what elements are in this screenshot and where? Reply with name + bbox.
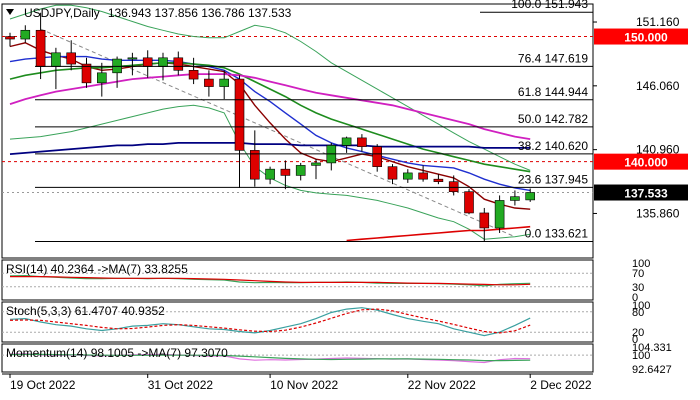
candle-body bbox=[234, 78, 245, 151]
indicator-line bbox=[9, 352, 531, 364]
candle-body bbox=[250, 150, 260, 180]
indicator-tick-label: 0 bbox=[632, 292, 638, 304]
candle-body bbox=[525, 192, 536, 201]
price-tag-label: 140.000 bbox=[624, 156, 668, 170]
indicator-panel-frame-2 bbox=[1, 343, 594, 373]
candle-body bbox=[295, 165, 306, 176]
candle-body bbox=[464, 191, 474, 214]
indicator-line bbox=[9, 307, 531, 337]
price-tag-label: 137.533 bbox=[624, 187, 668, 201]
indicator-tick-label: 70 bbox=[632, 268, 644, 280]
candle-body bbox=[173, 57, 184, 71]
candle-body bbox=[97, 72, 107, 84]
candles bbox=[5, 12, 536, 242]
candle-body bbox=[357, 137, 367, 147]
main-panel-frame bbox=[1, 3, 594, 259]
indicator-tick-label: 80 bbox=[632, 307, 644, 319]
chart-title: USDJPY,Daily 136.943 137.856 136.786 137.… bbox=[24, 6, 292, 20]
candle-body bbox=[510, 196, 520, 201]
candle-body bbox=[158, 57, 168, 67]
time-tick-label: 10 Nov 2022 bbox=[270, 378, 338, 392]
moving-average-ma_fast bbox=[9, 42, 531, 210]
moving-average-ma_magenta bbox=[9, 73, 531, 140]
indicator-line bbox=[10, 276, 531, 286]
candle-body bbox=[188, 70, 199, 80]
candle-body bbox=[5, 36, 15, 40]
main-panel bbox=[1, 3, 594, 375]
price-tag-label: 150.000 bbox=[624, 31, 668, 45]
indicator-tick-label: 30 bbox=[632, 282, 644, 294]
candle-body bbox=[66, 52, 76, 65]
candle-body bbox=[35, 29, 46, 67]
time-tick-label: 31 Oct 2022 bbox=[148, 378, 214, 392]
candle-body bbox=[387, 166, 398, 180]
indicator-label: Momentum(14) 98.1005 ->MA(7) 97.3070 bbox=[6, 346, 228, 360]
price-axis: 151.160 146.060 140.960 135.860 150.000 140.0… bbox=[593, 15, 688, 220]
indicator-tick-label: 0 bbox=[632, 334, 638, 346]
chart-title-ohlc: 136.943 137.856 136.786 137.533 bbox=[108, 6, 292, 20]
indicator-tick-label: 100 bbox=[632, 350, 650, 362]
fib-level-label: 23.6 137.945 bbox=[518, 172, 588, 186]
indicator-label: Stoch(5,3,3) 61.4707 40.9352 bbox=[6, 304, 165, 318]
candle-body bbox=[372, 146, 383, 167]
indicator-panel-frame-1 bbox=[1, 301, 594, 343]
fib-level-label: 38.2 140.620 bbox=[518, 139, 588, 153]
price-tick-label: 151.160 bbox=[636, 15, 680, 29]
moving-average-ma_blue bbox=[9, 55, 531, 192]
indicator-tick-label: 104.331 bbox=[632, 342, 672, 354]
time-tick-label: 2 Dec 2022 bbox=[530, 378, 592, 392]
candle-body bbox=[280, 168, 291, 176]
fib-level-label: 50.0 142.782 bbox=[518, 112, 588, 126]
indicator-tick-label: 20 bbox=[632, 327, 644, 339]
chart-title-symbol: USDJPY,Daily bbox=[24, 6, 100, 20]
candle-body bbox=[20, 29, 31, 40]
price-tick-label: 140.960 bbox=[636, 143, 680, 157]
moving-average-ma_red_long bbox=[346, 225, 531, 242]
candle-body bbox=[479, 212, 490, 229]
candle-body bbox=[433, 178, 444, 182]
candle-body bbox=[402, 172, 413, 180]
candle-body bbox=[219, 78, 229, 87]
indicator-tick-label: 100 bbox=[632, 300, 650, 312]
time-axis: 19 Oct 2022 31 Oct 2022 10 Nov 2022 22 Nov … bbox=[9, 374, 592, 392]
candle-body bbox=[204, 78, 214, 87]
fib-level-label: 76.4 147.619 bbox=[518, 51, 588, 65]
fib-levels: 100.0 151.943 76.4 147.619 61.8 144.944 50.… bbox=[35, 0, 593, 242]
candle-body bbox=[81, 63, 92, 84]
price-tag-bg bbox=[594, 153, 688, 170]
fib-level-label: 61.8 144.944 bbox=[518, 85, 588, 99]
collapse-triangle-icon[interactable] bbox=[6, 9, 14, 15]
indicator-tick-label: 100 bbox=[632, 258, 650, 270]
time-tick-label: 22 Nov 2022 bbox=[408, 378, 476, 392]
candle-body bbox=[311, 162, 321, 166]
fib-level-label: 100.0 151.943 bbox=[511, 0, 588, 11]
price-tag-bg bbox=[594, 184, 688, 201]
candle-body bbox=[265, 168, 275, 180]
moving-average-ma_navy bbox=[9, 141, 531, 155]
candle-body bbox=[51, 52, 61, 67]
time-tick-label: 19 Oct 2022 bbox=[10, 378, 76, 392]
fib-level-label: 0.0 133.621 bbox=[525, 226, 589, 240]
indicator-tick-label: 92.6427 bbox=[632, 364, 672, 376]
price-tick-label: 135.860 bbox=[636, 206, 680, 220]
candle-body bbox=[448, 181, 459, 192]
indicator-line bbox=[9, 353, 531, 362]
candle-body bbox=[127, 57, 138, 60]
indicator-panel-frame-0 bbox=[1, 259, 594, 301]
indicator-line bbox=[9, 308, 531, 334]
indicator-label: RSI(14) 40.2364 ->MA(7) 33.8255 bbox=[6, 262, 188, 276]
bollinger-upper-line bbox=[9, 4, 531, 171]
candle-body bbox=[418, 172, 428, 180]
candle-body bbox=[494, 200, 505, 229]
price-tag-bg bbox=[594, 28, 688, 45]
candle-body bbox=[142, 57, 153, 67]
price-tick-label: 146.060 bbox=[636, 79, 680, 93]
candle-body bbox=[341, 137, 352, 146]
